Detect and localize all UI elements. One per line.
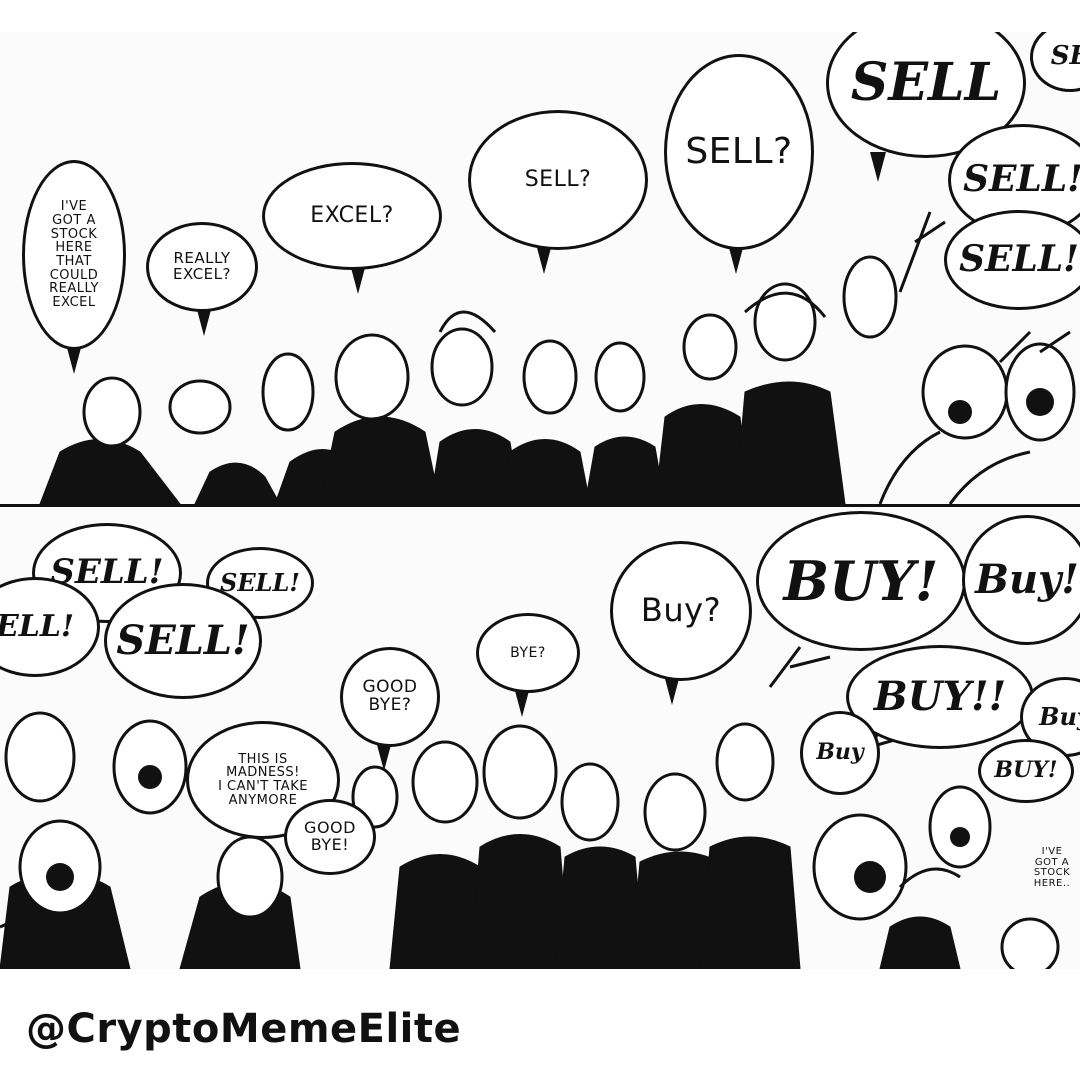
watermark-handle: @CryptoMemeElite [26, 1006, 462, 1052]
speech-bubble-sell-question-large: SELL? [664, 54, 814, 250]
speech-bubble-really-excel: REALLY EXCEL? [146, 222, 258, 312]
speech-bubble-stock-excel: I'VE GOT A STOCK HERE THAT COULD REALLY … [22, 160, 126, 350]
speech-bubble-buy-question: Buy? [610, 541, 752, 681]
speech-bubble-sell-edge: ELL! [0, 577, 100, 677]
speech-bubble-sell-exclaim-2: SELL! [944, 210, 1080, 310]
bubble-tail [870, 152, 886, 182]
bubble-tail [536, 244, 552, 274]
speech-bubble-stock-corner: I'VE GOT A STOCK HERE.. [1033, 846, 1071, 889]
crowd-illustration-top [39, 211, 1076, 504]
speech-bubble-sell-question: SELL? [468, 110, 648, 250]
speech-bubble-buy-2: Buy! [962, 515, 1080, 645]
bubble-tail [376, 741, 392, 771]
speech-bubble-buy-6: BUY! [978, 739, 1074, 803]
speech-bubble-bye: BYE? [476, 613, 580, 693]
speech-bubble-sell-corner: SE [1030, 32, 1080, 92]
bubble-tail [514, 687, 530, 717]
bubble-tail [350, 264, 366, 294]
bubble-tail [728, 244, 744, 274]
speech-bubble-sell-3: SELL! [104, 583, 262, 699]
crowd-illustration-bottom [0, 646, 1060, 969]
speech-bubble-excel: EXCEL? [262, 162, 442, 270]
bubble-tail [196, 306, 212, 336]
speech-bubble-madness: THIS IS MADNESS! I CAN'T TAKE ANYMORE [186, 721, 340, 839]
speech-bubble-goodbye-question: GOOD BYE? [340, 647, 440, 747]
comic-panel-bottom: SELL! SELL! ELL! SELL! THIS IS MADNESS! … [0, 504, 1080, 969]
comic-panel-top: I'VE GOT A STOCK HERE THAT COULD REALLY … [0, 32, 1080, 504]
speech-bubble-goodbye-exclaim: GOOD BYE! [284, 799, 376, 875]
bubble-tail [66, 344, 82, 374]
bubble-tail [664, 675, 680, 705]
speech-bubble-buy-5: Buy [800, 711, 880, 795]
speech-bubble-buy-1: BUY! [756, 511, 966, 651]
